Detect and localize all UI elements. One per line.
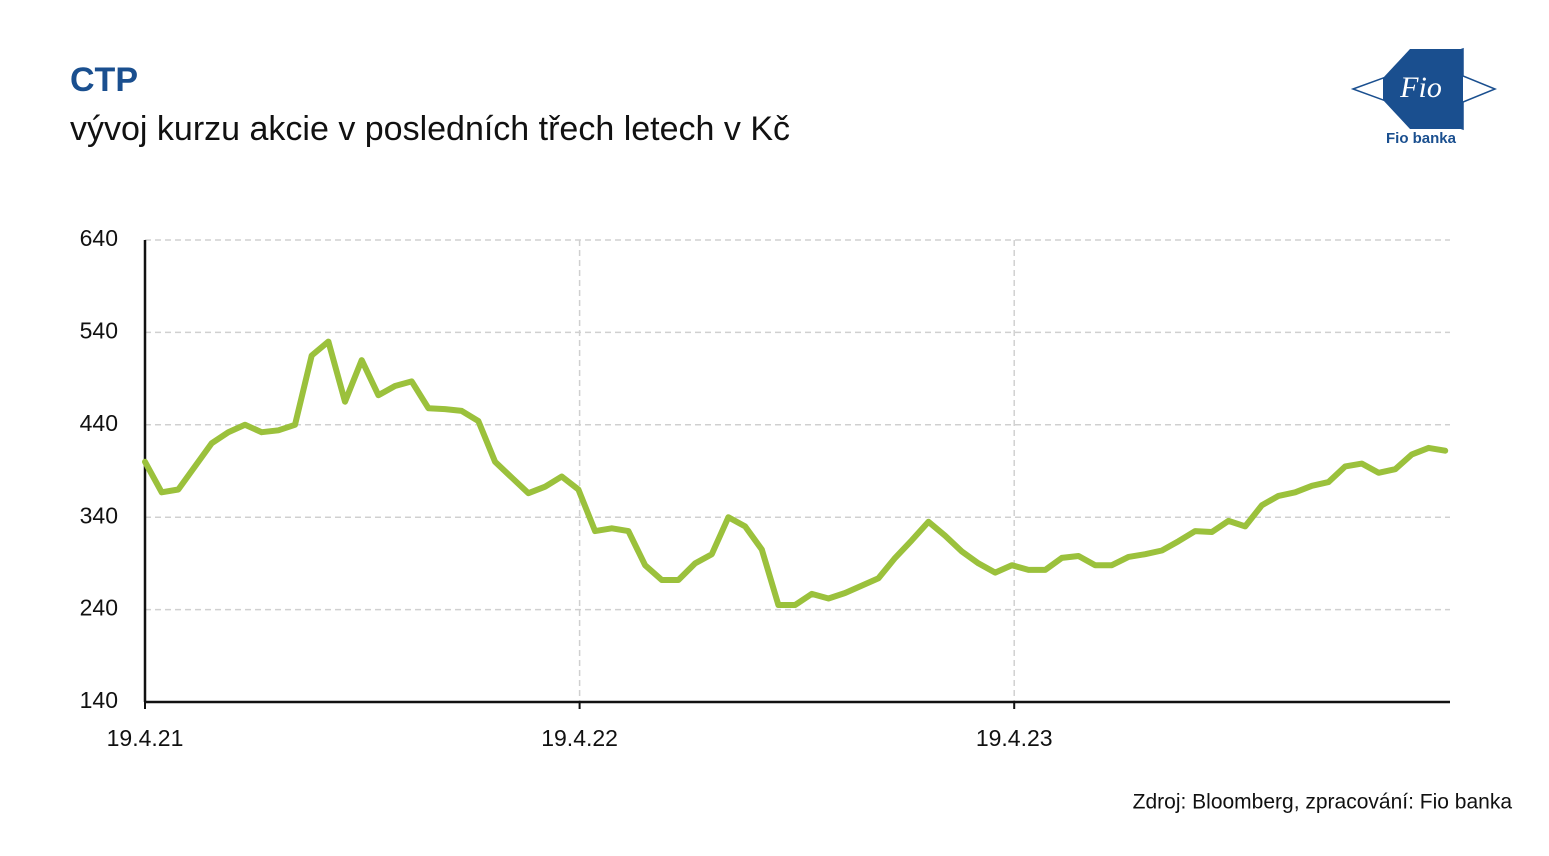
y-tick-label: 640: [80, 225, 118, 251]
y-tick-label: 240: [80, 595, 118, 621]
x-tick-label: 19.4.23: [976, 725, 1053, 751]
logo-caption: Fio banka: [1386, 130, 1457, 147]
chart-title: CTP: [70, 61, 138, 99]
y-tick-label: 540: [80, 317, 118, 343]
logo-text: Fio: [1399, 71, 1442, 104]
source-note: Zdroj: Bloomberg, zpracování: Fio banka: [1133, 791, 1513, 814]
x-tick-label: 19.4.21: [107, 725, 184, 751]
chart-subtitle: vývoj kurzu akcie v posledních třech let…: [70, 110, 790, 148]
price-line: [142, 338, 1449, 608]
logo-shape: [1383, 49, 1463, 129]
y-tick-label: 140: [80, 687, 118, 713]
x-tick-label: 19.4.22: [541, 725, 618, 751]
y-tick-label: 340: [80, 502, 118, 528]
y-tick-label: 440: [80, 410, 118, 436]
logo: Fio Fio banka: [1350, 47, 1497, 147]
